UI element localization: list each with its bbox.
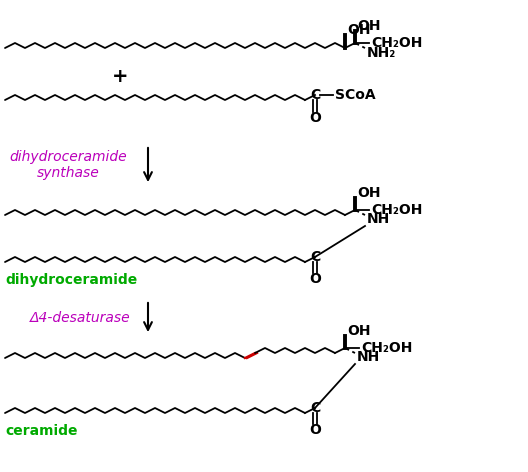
Text: O: O	[309, 111, 321, 125]
Text: CH₂OH: CH₂OH	[361, 341, 412, 355]
Text: O: O	[309, 423, 321, 437]
Text: C: C	[310, 88, 320, 102]
Text: OH: OH	[357, 186, 381, 200]
Text: C: C	[310, 250, 320, 264]
Text: Δ4-desaturase: Δ4-desaturase	[30, 311, 130, 325]
Text: CH₂OH: CH₂OH	[371, 36, 422, 50]
Text: dihydroceramide: dihydroceramide	[9, 150, 127, 164]
Text: synthase: synthase	[36, 166, 99, 180]
Text: C: C	[310, 401, 320, 415]
Text: NH: NH	[357, 350, 380, 364]
Text: CH₂OH: CH₂OH	[371, 203, 422, 217]
Text: OH: OH	[357, 19, 381, 33]
Text: NH₂: NH₂	[367, 46, 396, 60]
Text: ceramide: ceramide	[5, 424, 78, 438]
Text: SCoA: SCoA	[335, 88, 375, 102]
Text: dihydroceramide: dihydroceramide	[5, 273, 137, 287]
Text: OH: OH	[347, 324, 371, 338]
Text: +: +	[112, 67, 128, 86]
Text: O: O	[309, 272, 321, 286]
Text: NH: NH	[367, 212, 390, 226]
Text: OH: OH	[347, 23, 371, 37]
